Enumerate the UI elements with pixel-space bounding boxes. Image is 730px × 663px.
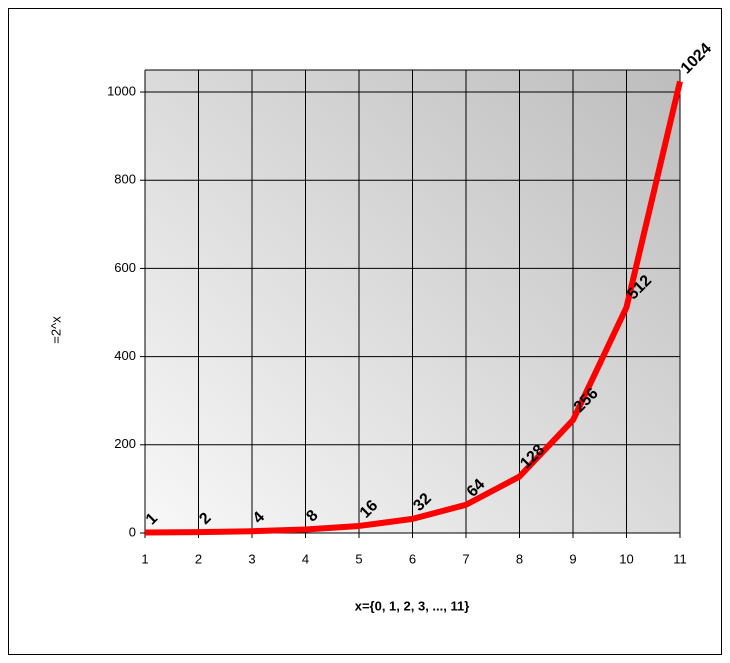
y-tick-label: 600 xyxy=(114,260,136,275)
y-tick-label: 0 xyxy=(129,524,136,539)
x-tick-label: 11 xyxy=(673,551,687,566)
y-tick-label: 200 xyxy=(114,436,136,451)
y-tick-label: 1000 xyxy=(107,83,136,98)
x-tick-label: 9 xyxy=(569,551,576,566)
x-tick-label: 8 xyxy=(516,551,523,566)
x-tick-label: 10 xyxy=(619,551,633,566)
x-tick-label: 4 xyxy=(302,551,309,566)
y-tick-label: 800 xyxy=(114,172,136,187)
x-tick-label: 2 xyxy=(195,551,202,566)
data-line xyxy=(144,80,683,536)
x-tick-label: 7 xyxy=(462,551,469,566)
y-tick-label: 400 xyxy=(114,348,136,363)
y-axis-label: =2^x xyxy=(48,316,63,344)
x-axis-label: x={0, 1, 2, 3, ..., 11} xyxy=(355,598,470,613)
x-tick-label: 6 xyxy=(409,551,416,566)
x-tick-label: 1 xyxy=(141,551,148,566)
x-tick-label: 5 xyxy=(355,551,362,566)
x-tick-label: 3 xyxy=(248,551,255,566)
